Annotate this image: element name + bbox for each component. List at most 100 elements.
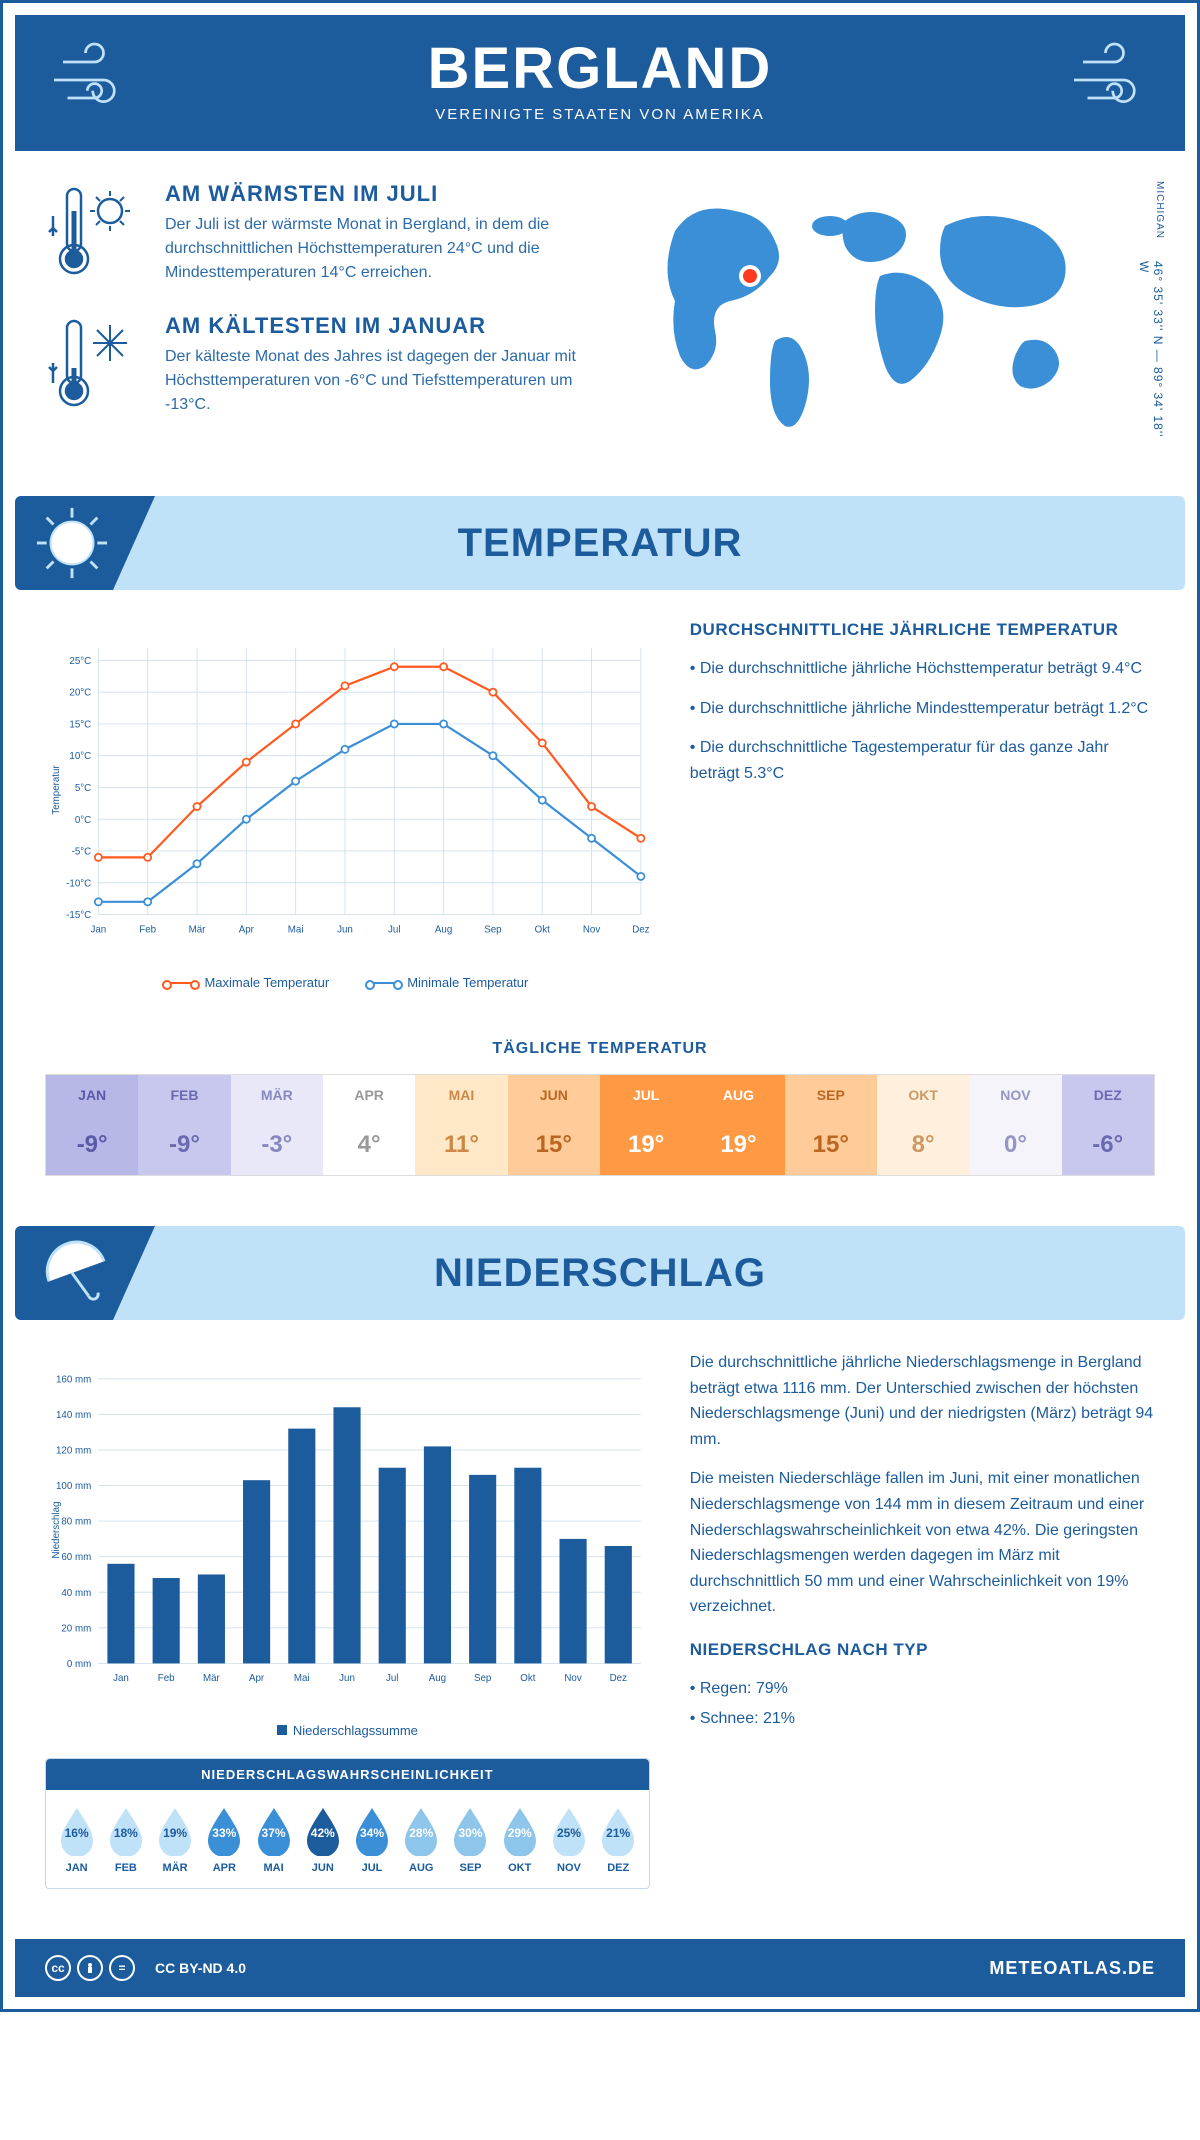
svg-text:-15°C: -15°C: [66, 910, 91, 921]
chart-legend: Maximale Temperatur Minimale Temperatur: [45, 975, 650, 990]
daily-cell: SEP15°: [785, 1075, 877, 1175]
svg-text:80 mm: 80 mm: [61, 1517, 91, 1528]
svg-text:25°C: 25°C: [69, 656, 91, 667]
raindrop-icon: 37%: [253, 1804, 295, 1856]
daily-temp-table: JAN-9°FEB-9°MÄR-3°APR4°MAI11°JUN15°JUL19…: [45, 1074, 1155, 1176]
svg-text:20 mm: 20 mm: [61, 1623, 91, 1634]
daily-cell: FEB-9°: [138, 1075, 230, 1175]
daily-cell: JUL19°: [600, 1075, 692, 1175]
svg-text:5°C: 5°C: [75, 783, 91, 794]
wind-icon: [1065, 35, 1155, 125]
daily-temp-title: TÄGLICHE TEMPERATUR: [15, 1040, 1185, 1058]
svg-text:Nov: Nov: [564, 1673, 581, 1684]
svg-text:0°C: 0°C: [75, 815, 91, 826]
raindrop-icon: 18%: [105, 1804, 147, 1856]
daily-cell: OKT8°: [877, 1075, 969, 1175]
precip-type-rain: • Regen: 79%: [690, 1676, 1155, 1702]
precip-text: Die meisten Niederschläge fallen im Juni…: [690, 1466, 1155, 1620]
svg-text:160 mm: 160 mm: [56, 1374, 91, 1385]
raindrop-icon: 33%: [203, 1804, 245, 1856]
svg-text:Okt: Okt: [520, 1673, 535, 1684]
raindrop-icon: 42%: [302, 1804, 344, 1856]
probability-title: NIEDERSCHLAGSWAHRSCHEINLICHKEIT: [46, 1759, 649, 1790]
svg-text:Nov: Nov: [583, 924, 600, 935]
bar-legend-label: Niederschlagssumme: [293, 1723, 418, 1738]
svg-text:60 mm: 60 mm: [61, 1552, 91, 1563]
bar-legend: Niederschlagssumme: [45, 1723, 650, 1738]
svg-text:0 mm: 0 mm: [67, 1659, 91, 1670]
probability-box: NIEDERSCHLAGSWAHRSCHEINLICHKEIT 16%JAN18…: [45, 1758, 650, 1889]
license-text: CC BY-ND 4.0: [155, 1960, 246, 1976]
precip-section-header: NIEDERSCHLAG: [15, 1226, 1185, 1320]
precip-type-snow: • Schnee: 21%: [690, 1706, 1155, 1732]
svg-text:Feb: Feb: [158, 1673, 175, 1684]
raindrop-icon: 19%: [154, 1804, 196, 1856]
map-column: MICHIGAN 46° 35' 33'' N — 89° 34' 18'' W: [635, 181, 1155, 446]
page-subtitle: VEREINIGTE STAATEN VON AMERIKA: [15, 106, 1185, 123]
coldest-text: Der kälteste Monat des Jahres ist dagege…: [165, 345, 615, 417]
temp-bullet: • Die durchschnittliche Tagestemperatur …: [690, 735, 1155, 786]
svg-text:Jun: Jun: [339, 1673, 355, 1684]
svg-text:Sep: Sep: [474, 1673, 492, 1684]
warmest-text: Der Juli ist der wärmste Monat in Bergla…: [165, 213, 615, 285]
legend-max: Maximale Temperatur: [204, 975, 329, 990]
svg-text:Mär: Mär: [189, 924, 207, 935]
svg-text:15°C: 15°C: [69, 719, 91, 730]
wind-icon: [45, 35, 135, 125]
daily-cell: JAN-9°: [46, 1075, 138, 1175]
svg-text:Jul: Jul: [386, 1673, 398, 1684]
svg-text:Aug: Aug: [435, 924, 452, 935]
raindrop-icon: 16%: [56, 1804, 98, 1856]
prob-cell: 28%AUG: [397, 1804, 446, 1874]
prob-cell: 18%FEB: [101, 1804, 150, 1874]
page-title: BERGLAND: [15, 35, 1185, 102]
svg-text:40 mm: 40 mm: [61, 1588, 91, 1599]
svg-text:Sep: Sep: [484, 924, 502, 935]
raindrop-icon: 34%: [351, 1804, 393, 1856]
svg-text:Jan: Jan: [90, 924, 106, 935]
daily-cell: DEZ-6°: [1062, 1075, 1154, 1175]
svg-text:140 mm: 140 mm: [56, 1410, 91, 1421]
prob-cell: 21%DEZ: [594, 1804, 643, 1874]
page: BERGLAND VEREINIGTE STAATEN VON AMERIKA …: [0, 0, 1200, 2012]
svg-text:100 mm: 100 mm: [56, 1481, 91, 1492]
precip-title: NIEDERSCHLAG: [434, 1251, 766, 1296]
nd-icon: =: [109, 1955, 135, 1981]
raindrop-icon: 29%: [499, 1804, 541, 1856]
svg-text:Feb: Feb: [139, 924, 156, 935]
prob-cell: 30%SEP: [446, 1804, 495, 1874]
daily-cell: NOV0°: [969, 1075, 1061, 1175]
header: BERGLAND VEREINIGTE STAATEN VON AMERIKA: [15, 15, 1185, 151]
prob-cell: 19%MÄR: [150, 1804, 199, 1874]
daily-cell: MAI11°: [415, 1075, 507, 1175]
prob-cell: 42%JUN: [298, 1804, 347, 1874]
svg-text:10°C: 10°C: [69, 751, 91, 762]
thermometer-cold-icon: [45, 313, 145, 413]
svg-text:-10°C: -10°C: [66, 878, 91, 889]
svg-text:Jun: Jun: [337, 924, 353, 935]
temp-body: -15°C -10°C -5°C 0°C 5°C 10°C 15°C 20°C 25°C Jan F…: [15, 620, 1185, 1010]
daily-cell: APR4°: [323, 1075, 415, 1175]
prob-cell: 29%OKT: [495, 1804, 544, 1874]
footer: cc = CC BY-ND 4.0 METEOATLAS.DE: [15, 1939, 1185, 1997]
precip-type-title: NIEDERSCHLAG NACH TYP: [690, 1640, 1155, 1660]
daily-cell: MÄR-3°: [231, 1075, 323, 1175]
thermometer-hot-icon: [45, 181, 145, 281]
by-icon: [77, 1955, 103, 1981]
coldest-title: AM KÄLTESTEN IM JANUAR: [165, 313, 615, 339]
svg-text:-5°C: -5°C: [72, 847, 92, 858]
svg-text:Mär: Mär: [203, 1673, 221, 1684]
temp-summary-title: DURCHSCHNITTLICHE JÄHRLICHE TEMPERATUR: [690, 620, 1155, 640]
temperature-line-chart: -15°C -10°C -5°C 0°C 5°C 10°C 15°C 20°C 25°C Jan F…: [45, 620, 650, 960]
svg-text:20°C: 20°C: [69, 688, 91, 699]
sun-icon: [33, 504, 111, 582]
prob-cell: 25%NOV: [544, 1804, 593, 1874]
temp-section-header: TEMPERATUR: [15, 496, 1185, 590]
coordinates: 46° 35' 33'' N — 89° 34' 18'' W: [1137, 261, 1165, 446]
raindrop-icon: 30%: [449, 1804, 491, 1856]
warmest-block: AM WÄRMSTEN IM JULI Der Juli ist der wär…: [45, 181, 615, 285]
svg-text:Apr: Apr: [239, 924, 255, 935]
daily-cell: AUG19°: [692, 1075, 784, 1175]
svg-text:Dez: Dez: [632, 924, 649, 935]
site-name: METEOATLAS.DE: [989, 1958, 1155, 1979]
